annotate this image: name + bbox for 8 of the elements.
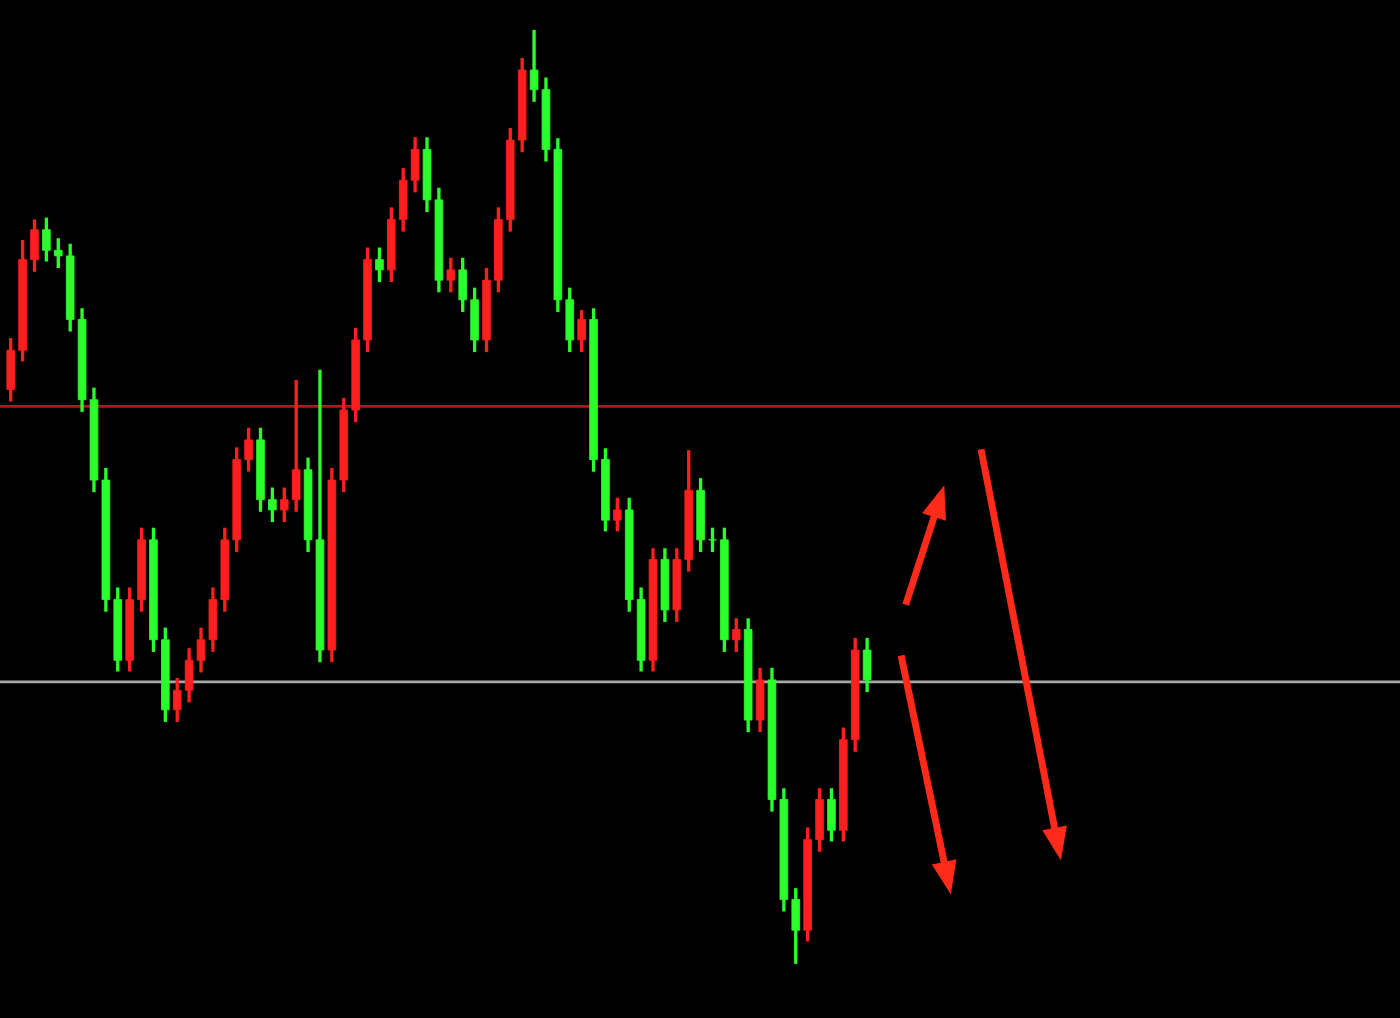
candlestick xyxy=(827,786,836,844)
candlestick xyxy=(731,616,741,654)
candlestick xyxy=(613,496,622,534)
candlestick xyxy=(862,636,872,694)
candlestick xyxy=(375,245,384,284)
candlestick xyxy=(577,308,586,354)
candlestick xyxy=(446,256,456,294)
candlestick xyxy=(755,666,765,734)
